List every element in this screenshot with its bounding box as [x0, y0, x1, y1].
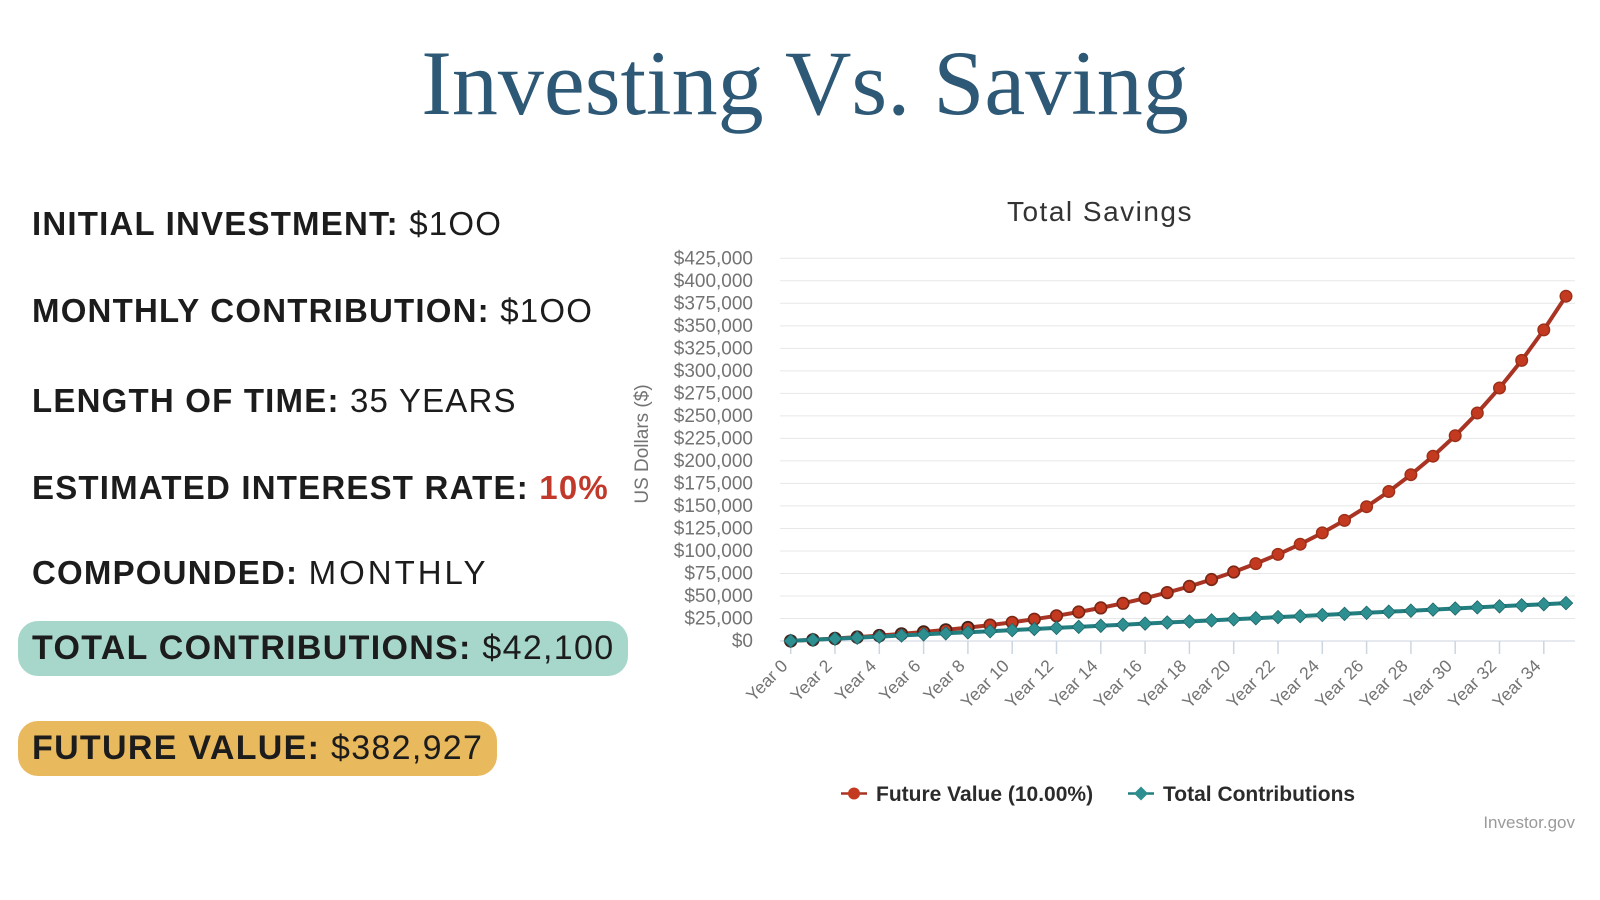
svg-text:$0: $0 [732, 631, 753, 652]
svg-text:$225,000: $225,000 [674, 428, 753, 449]
svg-text:Year 12: Year 12 [1001, 656, 1057, 712]
svg-text:Year 24: Year 24 [1267, 655, 1324, 712]
svg-text:Year 4: Year 4 [831, 656, 881, 706]
svg-text:$325,000: $325,000 [674, 338, 753, 359]
svg-text:$100,000: $100,000 [674, 541, 753, 562]
svg-text:$375,000: $375,000 [674, 293, 753, 314]
svg-text:$350,000: $350,000 [674, 316, 753, 337]
svg-text:Year 14: Year 14 [1045, 655, 1102, 712]
svg-text:Total Savings: Total Savings [1007, 196, 1193, 227]
svg-text:$275,000: $275,000 [674, 383, 753, 404]
svg-text:Year 32: Year 32 [1444, 656, 1500, 712]
svg-text:$125,000: $125,000 [674, 519, 753, 540]
svg-text:Total Contributions: Total Contributions [1163, 783, 1355, 806]
svg-text:Year 26: Year 26 [1311, 656, 1367, 712]
svg-text:$425,000: $425,000 [674, 248, 753, 269]
svg-text:Year 6: Year 6 [875, 656, 924, 705]
svg-text:$175,000: $175,000 [674, 473, 753, 494]
svg-text:Year 0: Year 0 [742, 656, 792, 706]
svg-text:$50,000: $50,000 [684, 586, 753, 607]
svg-text:Year 18: Year 18 [1134, 656, 1190, 712]
svg-text:Year 2: Year 2 [786, 656, 835, 705]
svg-text:Year 28: Year 28 [1355, 656, 1411, 712]
svg-text:$250,000: $250,000 [674, 406, 753, 427]
svg-text:Year 20: Year 20 [1178, 655, 1235, 712]
svg-text:US Dollars ($): US Dollars ($) [632, 384, 653, 503]
svg-text:$75,000: $75,000 [684, 564, 753, 585]
svg-text:Year 22: Year 22 [1222, 656, 1278, 712]
svg-text:Year 10: Year 10 [957, 655, 1014, 712]
svg-text:$200,000: $200,000 [674, 451, 753, 472]
svg-text:Year 34: Year 34 [1488, 655, 1545, 712]
svg-text:$150,000: $150,000 [674, 496, 753, 517]
svg-text:Year 30: Year 30 [1400, 655, 1457, 712]
svg-text:Year 16: Year 16 [1090, 656, 1146, 712]
svg-text:Future Value (10.00%): Future Value (10.00%) [876, 783, 1093, 806]
svg-text:$25,000: $25,000 [684, 609, 753, 630]
svg-text:$300,000: $300,000 [674, 361, 753, 382]
svg-text:$400,000: $400,000 [674, 271, 753, 292]
